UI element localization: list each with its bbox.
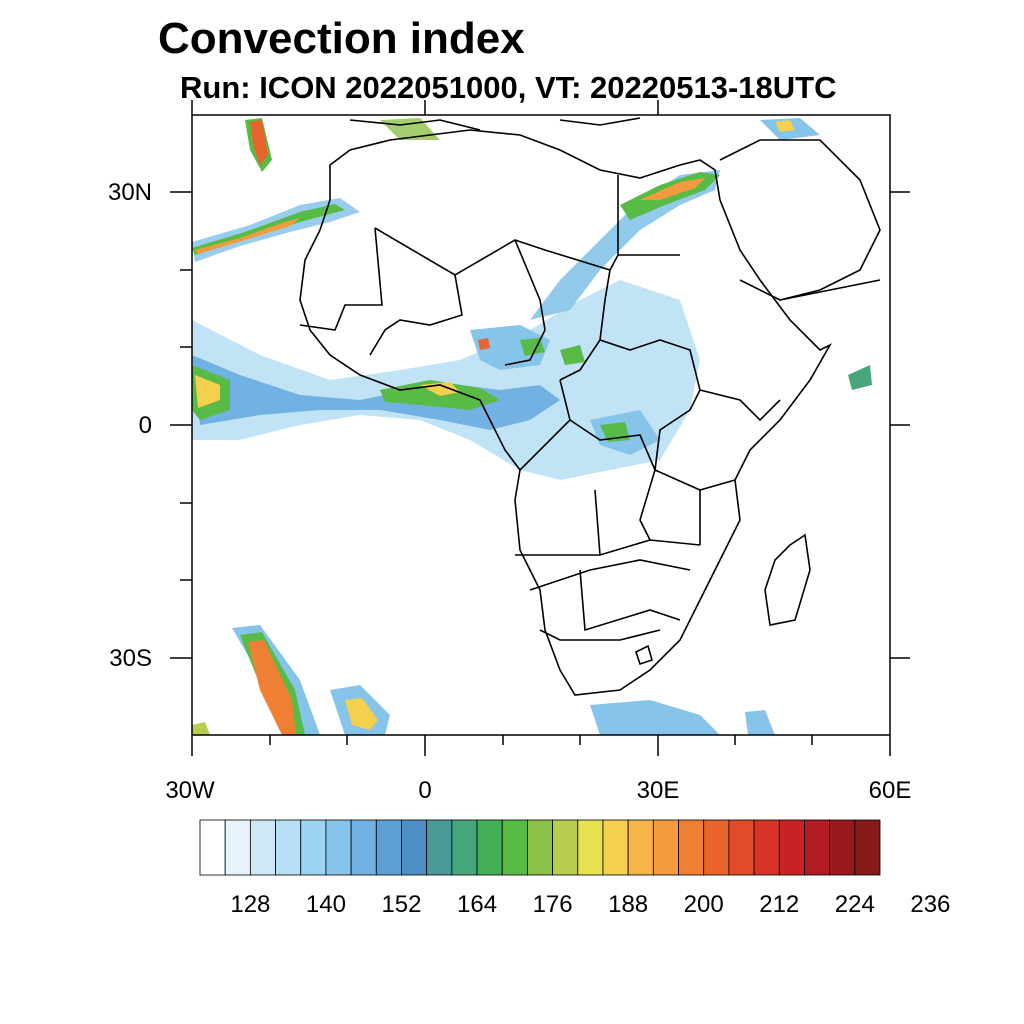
colorbar-swatch <box>552 819 579 876</box>
y-tick-30s: 30S <box>109 645 152 672</box>
x-tick-30w: 30W <box>165 777 215 804</box>
colorbar-swatch <box>804 819 831 876</box>
colorbar-label: 128 <box>230 891 270 918</box>
colorbar-swatch <box>703 819 730 876</box>
colorbar-swatch <box>753 819 780 876</box>
convection-field <box>192 118 872 735</box>
colorbar-swatch <box>451 819 478 876</box>
colorbar-swatch <box>224 819 251 876</box>
colorbar-labels: 128 140 152 164 176 188 200 212 224 236 <box>230 891 950 918</box>
y-tick-30n: 30N <box>108 179 152 206</box>
madagascar <box>764 533 811 626</box>
chart-title: Convection index <box>158 14 525 63</box>
colorbar-swatch <box>476 819 503 876</box>
colorbar-swatch <box>375 819 402 876</box>
colorbar-swatch <box>401 819 428 876</box>
colorbar-label: 224 <box>835 891 875 918</box>
colorbar-label: 212 <box>759 891 799 918</box>
colorbar-swatch <box>602 819 629 876</box>
colorbar-swatch <box>527 819 553 876</box>
tick-marks <box>170 100 910 756</box>
convection-band-sahara <box>530 170 720 320</box>
x-tick-60e: 60E <box>869 777 912 804</box>
colorbar-label: 152 <box>381 891 421 918</box>
colorbar-label: 200 <box>684 891 724 918</box>
colorbar-swatch <box>778 819 805 876</box>
colorbar-label: 140 <box>306 891 346 918</box>
colorbar-swatch <box>501 819 528 876</box>
africa-outline <box>299 129 833 696</box>
colorbar-swatch <box>426 819 453 876</box>
colorbar-label: 236 <box>910 891 950 918</box>
colorbar-swatch <box>249 819 276 876</box>
colorbar-swatch <box>350 819 377 876</box>
colorbar-swatch <box>199 819 226 876</box>
colorbar <box>199 819 881 876</box>
colorbar-swatch <box>325 819 352 876</box>
colorbar-swatch <box>678 819 705 876</box>
x-tick-30e: 30E <box>637 777 680 804</box>
colorbar-swatch <box>577 819 604 876</box>
colorbar-swatch <box>829 819 856 876</box>
colorbar-label: 188 <box>608 891 648 918</box>
colorbar-swatch <box>728 819 755 876</box>
coastlines <box>299 117 881 696</box>
x-tick-0: 0 <box>418 777 431 804</box>
colorbar-swatch <box>627 819 654 876</box>
colorbar-swatch <box>652 819 679 876</box>
convection-itcz <box>192 280 700 480</box>
colorbar-label: 176 <box>533 891 573 918</box>
colorbar-swatch <box>300 819 327 876</box>
y-tick-0: 0 <box>139 412 152 439</box>
colorbar-label: 164 <box>457 891 497 918</box>
chart-subtitle: Run: ICON 2022051000, VT: 20220513-18UTC <box>180 70 837 105</box>
colorbar-swatch <box>854 819 881 876</box>
colorbar-swatch <box>275 819 302 876</box>
